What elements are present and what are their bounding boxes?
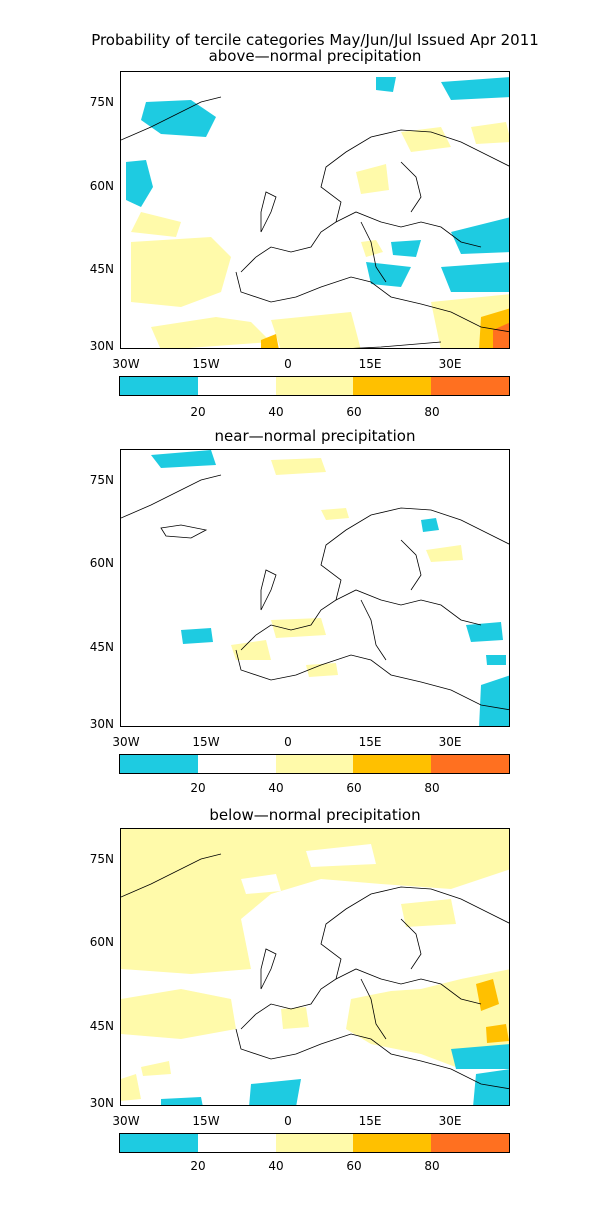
lat-label: 60N [89,556,114,570]
colorbar-label: 60 [346,1159,362,1173]
lon-label: 0 [284,357,292,371]
panel-below-title: below—normal precipitation [209,806,421,824]
colorbar-segment [197,377,276,395]
colorbar-label: 60 [346,781,362,795]
colorbar-segment [353,1134,432,1152]
coastlines-near [121,474,509,711]
lon-label: 15E [358,1114,382,1128]
colorbar-label: 20 [190,405,206,419]
colorbar-segment [197,755,276,773]
lon-label: 15W [192,735,220,749]
colorbar-segment [275,755,354,773]
lat-label: 75N [89,852,114,866]
colorbar-label: 80 [424,1159,440,1173]
colorbar-segment [353,755,432,773]
colorbar-segment [275,377,354,395]
lat-label: 30N [89,717,114,731]
lat-label: 45N [89,1019,114,1033]
colorbar-label: 40 [268,781,284,795]
colorbar [119,754,510,774]
colorbar [119,1133,510,1153]
colorbar-label: 40 [268,1159,284,1173]
lon-label: 30E [438,357,462,371]
colorbar-segment [120,1134,198,1152]
panel-above-title: above—normal precipitation [208,47,422,65]
figure-title: Probability of tercile categories May/Ju… [91,31,539,49]
colorbar-segment [120,755,198,773]
colorbar-label: 40 [268,405,284,419]
colorbar-segment [120,377,198,395]
colorbar-segment [431,377,509,395]
shading-above [126,77,509,348]
lon-label: 30W [112,1114,140,1128]
lat-label: 45N [89,640,114,654]
lat-label: 75N [89,95,114,109]
coastlines-above [121,96,509,348]
lon-label: 15W [192,357,220,371]
coastlines-below [121,853,509,1090]
colorbar-segment [353,377,432,395]
map-above-normal [120,71,510,349]
shading-near [151,450,509,726]
colorbar-label: 80 [424,405,440,419]
colorbar-segment [275,1134,354,1152]
lat-label: 30N [89,339,114,353]
lon-label: 30E [438,1114,462,1128]
colorbar [119,376,510,396]
colorbar-segment [431,755,509,773]
lat-label: 45N [89,262,114,276]
lon-label: 30W [112,357,140,371]
map-near-normal [120,449,510,727]
colorbar-segment [431,1134,509,1152]
colorbar-segment [197,1134,276,1152]
lat-label: 60N [89,179,114,193]
lat-label: 60N [89,935,114,949]
lon-label: 0 [284,735,292,749]
lat-label: 75N [89,473,114,487]
map-below-normal [120,828,510,1106]
lon-label: 30W [112,735,140,749]
lon-label: 30E [438,735,462,749]
lon-label: 15W [192,1114,220,1128]
panel-near-title: near—normal precipitation [214,427,416,445]
lon-label: 15E [358,735,382,749]
colorbar-label: 20 [190,1159,206,1173]
lon-label: 0 [284,1114,292,1128]
colorbar-label: 20 [190,781,206,795]
colorbar-label: 80 [424,781,440,795]
colorbar-label: 60 [346,405,362,419]
shading-below [121,829,509,1105]
lon-label: 15E [358,357,382,371]
lat-label: 30N [89,1096,114,1110]
